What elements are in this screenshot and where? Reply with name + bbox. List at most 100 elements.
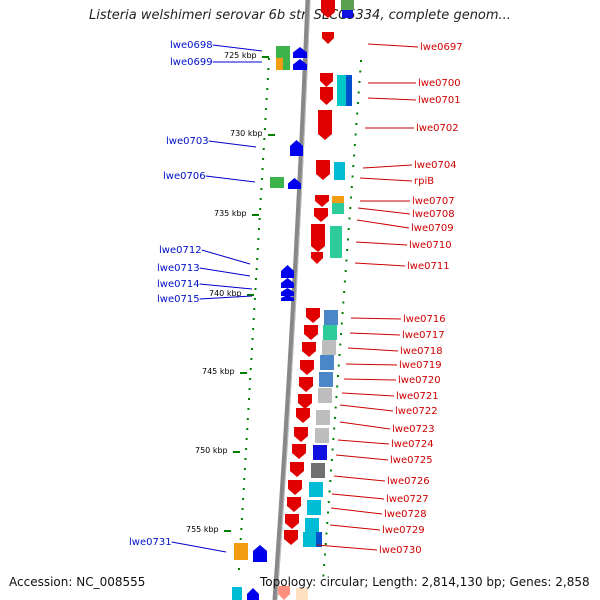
scale-dot: [259, 208, 262, 210]
gene-arrow-reverse: [287, 497, 301, 512]
scale-tick: [268, 134, 275, 136]
gene-label-left: lwe0713: [157, 263, 200, 274]
leader-line-right: [367, 97, 417, 101]
scale-dot-right: [328, 490, 331, 493]
gene-block: [332, 203, 344, 214]
scale-dot-right: [349, 207, 352, 209]
scale-dot: [264, 118, 267, 120]
leader-line-right: [345, 363, 398, 366]
scale-dot: [257, 238, 260, 240]
accession-text: Accession: NC_008555: [9, 575, 146, 589]
scale-dot: [242, 498, 245, 500]
leader-line-right: [335, 454, 389, 461]
leader-line-left: [199, 295, 253, 300]
gene-block: [320, 355, 334, 370]
scale-dot: [258, 228, 260, 230]
gene-block: [323, 325, 337, 340]
gene-label-right: lwe0700: [418, 78, 461, 89]
leader-line-left: [171, 541, 227, 553]
gene-arrow-forward: [281, 278, 294, 288]
scale-dot: [240, 528, 243, 530]
scale-dot: [260, 178, 263, 180]
scale-dot-right: [339, 343, 342, 346]
scale-dot-right: [331, 448, 334, 451]
gene-label-right: lwe0708: [412, 209, 455, 220]
gene-arrow-reverse: [292, 444, 306, 459]
gene-arrow-reverse: [284, 530, 298, 545]
gene-block: [307, 500, 321, 515]
scale-tick: [262, 56, 269, 58]
scale-dot: [252, 328, 255, 330]
scale-dot: [242, 488, 245, 490]
scale-label: 745 kbp: [202, 367, 235, 376]
gene-arrow-reverse: [296, 408, 310, 423]
scale-dot-right: [329, 480, 332, 482]
gene-label-right: lwe0710: [409, 240, 452, 251]
leader-line-left: [208, 140, 257, 148]
gene-block: [315, 428, 329, 443]
scale-label: 735 kbp: [214, 209, 247, 218]
scale-dot: [247, 408, 250, 410]
gene-block: [330, 226, 342, 258]
gene-label-right: lwe0697: [420, 42, 463, 53]
scale-dot: [255, 278, 258, 280]
scale-dot: [243, 478, 246, 480]
leader-line-right: [339, 404, 394, 412]
gene-arrow-forward: [247, 588, 259, 600]
gene-block: [318, 388, 332, 403]
scale-dot: [256, 248, 259, 250]
gene-arrow-reverse: [290, 462, 304, 477]
leader-line-right: [343, 378, 397, 381]
gene-block: [311, 463, 325, 478]
scale-dot-right: [355, 123, 358, 125]
scale-dot: [267, 68, 270, 70]
gene-block: [283, 58, 290, 70]
genome-title: Listeria welshimeri serovar 6b str. SLCC…: [89, 8, 511, 23]
gene-block: [324, 310, 338, 325]
gene-block: [232, 587, 242, 600]
gene-label-left: lwe0703: [166, 136, 209, 147]
gene-arrow-reverse: [311, 252, 323, 264]
scale-dot: [239, 538, 242, 540]
scale-dot: [252, 318, 255, 320]
gene-block: [334, 162, 345, 180]
gene-label-right: lwe0724: [391, 439, 434, 450]
scale-label: 740 kbp: [209, 289, 242, 298]
topology-text: Topology: circular; Length: 2,814,130 bp…: [260, 575, 590, 589]
scale-dot: [263, 128, 266, 130]
gene-arrow-reverse: [298, 394, 312, 409]
gene-arrow-forward: [281, 295, 294, 301]
gene-block: [234, 543, 248, 560]
gene-arrow-reverse: [285, 514, 299, 529]
gene-block: [303, 532, 317, 547]
scale-dot-right: [337, 364, 340, 367]
scale-dot-right: [351, 175, 354, 178]
leader-line-right: [359, 177, 413, 182]
scale-dot: [253, 298, 256, 300]
gene-label-right: lwe0727: [386, 494, 429, 505]
gene-label-right: lwe0728: [384, 509, 427, 520]
scale-dot-right: [346, 249, 349, 251]
gene-arrow-forward: [253, 545, 267, 562]
gene-arrow-reverse: [320, 73, 333, 87]
gene-block: [346, 75, 352, 106]
gene-label-right: lwe0719: [399, 360, 442, 371]
scale-dot: [244, 458, 247, 460]
gene-arrow-reverse: [302, 342, 316, 357]
leader-line-left: [199, 283, 253, 290]
gene-arrow-forward: [281, 265, 294, 278]
scale-dot: [249, 378, 252, 380]
gene-arrow-forward: [290, 140, 303, 156]
scale-tick: [247, 294, 254, 296]
gene-arrow-reverse: [322, 32, 334, 44]
gene-arrow-reverse: [316, 160, 330, 180]
gene-arrow-reverse: [315, 195, 329, 207]
scale-dot-right: [334, 406, 337, 409]
gene-block: [341, 0, 354, 10]
leader-line-right: [367, 43, 419, 48]
scale-dot-right: [358, 81, 361, 83]
gene-label-right: rpiB: [414, 176, 434, 187]
gene-label-right: lwe0720: [398, 375, 441, 386]
scale-dot-right: [354, 133, 357, 136]
leader-line-right: [330, 507, 383, 515]
